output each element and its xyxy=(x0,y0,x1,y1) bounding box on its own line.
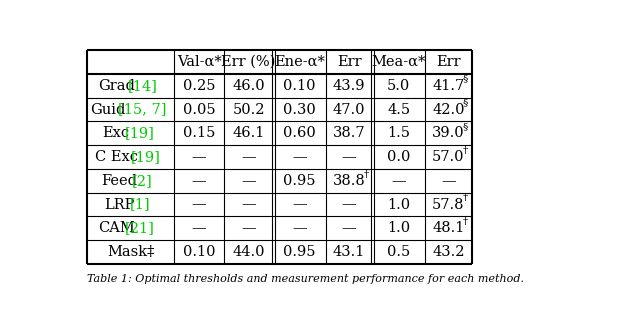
Text: [15, 7]: [15, 7] xyxy=(118,103,167,117)
Text: —: — xyxy=(241,174,256,188)
Text: 0.30: 0.30 xyxy=(283,103,316,117)
Text: —: — xyxy=(241,221,256,235)
Text: 46.1: 46.1 xyxy=(232,126,265,140)
Text: 0.95: 0.95 xyxy=(284,174,316,188)
Text: C Exc: C Exc xyxy=(95,150,138,164)
Text: Feed: Feed xyxy=(101,174,137,188)
Text: 1.5: 1.5 xyxy=(387,126,410,140)
Text: CAM: CAM xyxy=(98,221,134,235)
Text: 0.0: 0.0 xyxy=(387,150,410,164)
Text: [1]: [1] xyxy=(129,198,150,211)
Text: 57.0: 57.0 xyxy=(432,150,465,164)
Text: Err: Err xyxy=(436,55,461,69)
Text: 0.60: 0.60 xyxy=(283,126,316,140)
Text: [21]: [21] xyxy=(125,221,155,235)
Text: —: — xyxy=(292,150,307,164)
Text: Err (%): Err (%) xyxy=(221,55,276,69)
Text: [2]: [2] xyxy=(132,174,153,188)
Text: 0.05: 0.05 xyxy=(183,103,215,117)
Text: 0.95: 0.95 xyxy=(284,245,316,259)
Text: Mea-α*: Mea-α* xyxy=(371,55,426,69)
Text: 44.0: 44.0 xyxy=(232,245,265,259)
Text: [19]: [19] xyxy=(125,126,155,140)
Text: 5.0: 5.0 xyxy=(387,79,410,93)
Text: 48.1: 48.1 xyxy=(432,221,465,235)
Text: †: † xyxy=(364,170,369,179)
Text: [14]: [14] xyxy=(127,79,157,93)
Text: 57.8: 57.8 xyxy=(432,198,465,211)
Text: —: — xyxy=(241,198,256,211)
Text: —: — xyxy=(192,221,206,235)
Text: Ene-α*: Ene-α* xyxy=(274,55,325,69)
Text: †: † xyxy=(463,217,468,226)
Text: 39.0: 39.0 xyxy=(432,126,465,140)
Text: Val-α*: Val-α* xyxy=(177,55,221,69)
Text: 1.0: 1.0 xyxy=(387,198,410,211)
Text: —: — xyxy=(392,174,406,188)
Text: 43.1: 43.1 xyxy=(333,245,365,259)
Text: Grad: Grad xyxy=(98,79,134,93)
Text: 4.5: 4.5 xyxy=(387,103,410,117)
Text: Guid: Guid xyxy=(90,103,125,117)
Text: 0.25: 0.25 xyxy=(183,79,215,93)
Text: —: — xyxy=(192,174,206,188)
Text: —: — xyxy=(192,150,206,164)
Text: 0.10: 0.10 xyxy=(183,245,215,259)
Text: 1.0: 1.0 xyxy=(387,221,410,235)
Text: 47.0: 47.0 xyxy=(333,103,365,117)
Text: Err: Err xyxy=(337,55,362,69)
Text: —: — xyxy=(241,150,256,164)
Text: [19]: [19] xyxy=(131,150,161,164)
Text: 41.7: 41.7 xyxy=(432,79,465,93)
Text: —: — xyxy=(342,221,356,235)
Text: 0.15: 0.15 xyxy=(183,126,215,140)
Text: 0.5: 0.5 xyxy=(387,245,410,259)
Text: —: — xyxy=(292,221,307,235)
Text: †: † xyxy=(463,194,468,203)
Text: 43.2: 43.2 xyxy=(432,245,465,259)
Text: 0.10: 0.10 xyxy=(284,79,316,93)
Text: Mask‡: Mask‡ xyxy=(107,245,154,259)
Text: 50.2: 50.2 xyxy=(232,103,265,117)
Text: Table 1: Optimal thresholds and measurement performance for each method.: Table 1: Optimal thresholds and measurem… xyxy=(88,274,524,284)
Text: §: § xyxy=(463,122,468,131)
Text: †: † xyxy=(463,146,468,155)
Text: 38.7: 38.7 xyxy=(333,126,365,140)
Text: 43.9: 43.9 xyxy=(333,79,365,93)
Text: §: § xyxy=(463,98,468,107)
Text: —: — xyxy=(441,174,456,188)
Text: LRP: LRP xyxy=(104,198,134,211)
Text: —: — xyxy=(342,150,356,164)
Text: 42.0: 42.0 xyxy=(432,103,465,117)
Text: 38.8: 38.8 xyxy=(333,174,365,188)
Text: —: — xyxy=(342,198,356,211)
Text: —: — xyxy=(292,198,307,211)
Text: 46.0: 46.0 xyxy=(232,79,265,93)
Text: —: — xyxy=(192,198,206,211)
Text: §: § xyxy=(463,75,468,84)
Text: Exc: Exc xyxy=(102,126,130,140)
